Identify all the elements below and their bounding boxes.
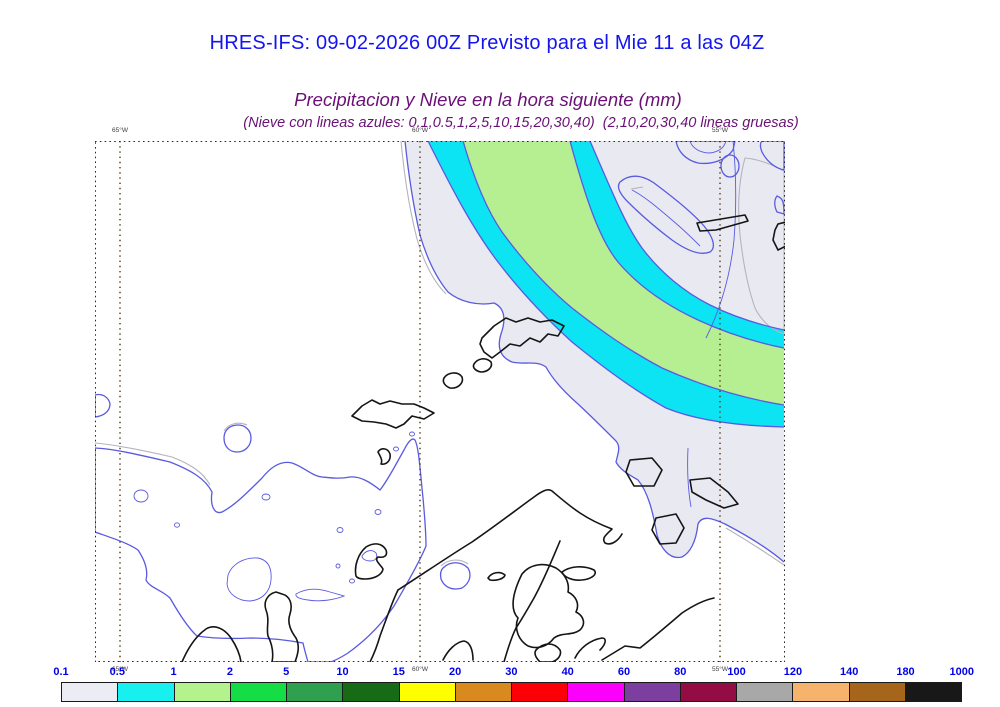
subtitle-product: Precipitacion y Nieve en la hora siguien… — [294, 89, 682, 110]
island-comma — [377, 448, 391, 465]
island-pentagon-1 — [625, 457, 663, 487]
meridian-label: 65°W — [112, 666, 128, 673]
meridian-lines — [119, 141, 721, 662]
island-small — [472, 358, 493, 373]
colorbar-cell — [118, 683, 175, 701]
colorbar-tick-label: 2 — [226, 666, 233, 678]
snow-contour-lines — [404, 141, 785, 563]
precip-band-cyan-northeast — [570, 141, 784, 348]
colorbar-cell — [174, 683, 231, 701]
colorbar-cell — [624, 683, 681, 701]
colorbar-cell — [793, 683, 850, 701]
colorbar-cell — [905, 683, 961, 701]
subtitle-legend-note: (Nieve con lineas azules: 0.1,0.5,1,2,5,… — [243, 115, 799, 131]
colorbar-tick-label: 1000 — [949, 666, 975, 678]
colorbar-tick-label: 20 — [448, 666, 462, 678]
coast-bottom-islets — [442, 640, 474, 661]
snow-patch-coast — [439, 562, 471, 590]
coast-bottom-right — [601, 597, 715, 661]
colorbar-tick-label: 180 — [896, 666, 915, 678]
island-livingston — [351, 399, 435, 429]
colorbar-tick-label: 15 — [392, 666, 405, 678]
colorbar-cell — [230, 683, 287, 701]
colorbar-tick-label: 30 — [505, 666, 518, 678]
island-elongated — [689, 477, 739, 509]
island-pentagon-2 — [651, 513, 685, 545]
island-bottom-piece — [534, 643, 562, 662]
meridian-label: 60°W — [412, 127, 428, 134]
colorbar-cell — [287, 683, 344, 701]
colorbar-cell — [737, 683, 794, 701]
snow-line-dry-pocket — [705, 141, 737, 339]
precip-spots-southwest — [133, 431, 415, 602]
island-hook — [354, 543, 388, 580]
coast-bottom-bump — [181, 626, 242, 662]
snow-area-southwest — [95, 438, 427, 662]
colorbar-tick-label: 1 — [170, 666, 177, 678]
precip-blob-top-core — [689, 141, 727, 154]
colorbar-tick-label: 120 — [783, 666, 803, 678]
island-anvers-ne — [561, 566, 597, 581]
colorbar-cell — [849, 683, 906, 701]
precip-band-green — [463, 141, 784, 405]
coast-west — [503, 540, 561, 662]
colorbar-cell — [62, 683, 119, 701]
coast-peninsula-tail — [369, 589, 399, 662]
meridian-label: 65°W — [112, 127, 128, 134]
island-round — [442, 372, 464, 389]
colorbar-tick-label: 0.1 — [53, 666, 69, 678]
precip-patch-corner — [759, 141, 785, 171]
colorbar-cell — [399, 683, 456, 701]
island-anvers — [512, 563, 585, 649]
colorbar-tick-label: 140 — [840, 666, 859, 678]
colorbar-cell — [455, 683, 512, 701]
page-title: HRES-IFS: 09-02-2026 00Z Previsto para e… — [209, 32, 765, 54]
colorbar-tick-label: 0.5 — [109, 666, 125, 678]
precip-patch-right-edge — [774, 195, 785, 215]
meridian-label: 55°W — [712, 127, 728, 134]
meridian-label: 55°W — [712, 666, 728, 673]
island-bottom-small — [574, 637, 606, 659]
meridian-label: 60°W — [412, 666, 428, 673]
island-clarence — [772, 221, 785, 251]
precip-blob-top — [675, 141, 736, 165]
colorbar-cell — [680, 683, 737, 701]
precip-spot-small-circle — [720, 154, 740, 178]
island-elephant — [696, 214, 749, 232]
islet-small — [487, 571, 506, 582]
island-king-george — [479, 317, 565, 359]
snow-blob-left-edge — [95, 393, 111, 418]
colorbar-cell — [512, 683, 569, 701]
colorbar-tick-label: 60 — [617, 666, 631, 678]
colorbar-tick-label: 80 — [674, 666, 687, 678]
precip-contour-gray-lines — [95, 141, 785, 567]
snow-line-blob-inner — [631, 189, 701, 247]
colorbar-cell — [343, 683, 400, 701]
forecast-map — [95, 141, 785, 662]
coast-peninsula — [397, 489, 623, 591]
colorbar-tick-label: 40 — [561, 666, 574, 678]
island-boot — [264, 591, 300, 662]
colorbar-tick-label: 100 — [727, 666, 746, 678]
coastlines — [181, 214, 785, 662]
snow-blob-oval — [223, 424, 252, 453]
colorbar-tick-label: 10 — [336, 666, 349, 678]
precip-blob-elephant — [617, 175, 715, 254]
colorbar-tick-label: 5 — [283, 666, 290, 678]
colorbar — [61, 682, 962, 702]
colorbar-cell — [568, 683, 625, 701]
